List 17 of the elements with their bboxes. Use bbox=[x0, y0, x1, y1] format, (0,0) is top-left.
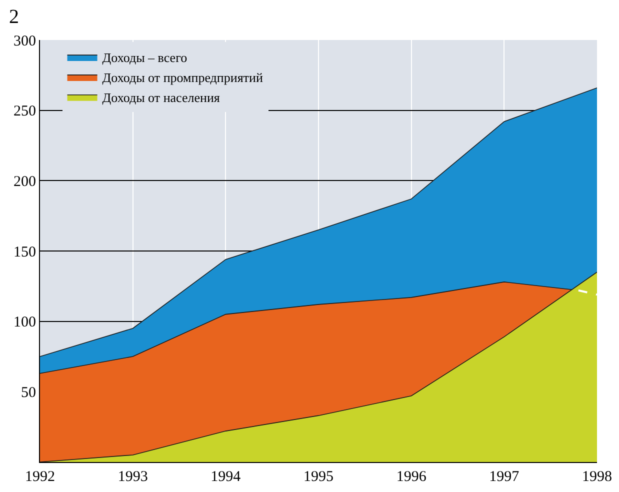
y-tick-label: 250 bbox=[14, 104, 36, 120]
legend-label: Доходы от промпредприятий bbox=[102, 70, 263, 86]
x-tick-label: 1994 bbox=[210, 469, 242, 485]
x-tick-label: 1995 bbox=[304, 469, 334, 485]
legend-label: Доходы от населения bbox=[102, 90, 220, 105]
legend-label: Доходы – всего bbox=[102, 50, 188, 66]
y-tick-label: 200 bbox=[14, 174, 36, 190]
text: 2 bbox=[9, 6, 19, 28]
y-tick-label: 100 bbox=[14, 314, 36, 331]
y-tick-label: 300 bbox=[14, 33, 36, 50]
x-tick-label: 1996 bbox=[396, 469, 427, 485]
x-tick-label: 1998 bbox=[582, 469, 612, 485]
y-tick-label: 50 bbox=[21, 384, 36, 401]
x-tick-label: 1997 bbox=[489, 469, 520, 485]
y-tick-label: 150 bbox=[14, 244, 36, 260]
x-tick-label: 1993 bbox=[118, 469, 148, 485]
x-tick-label: 1992 bbox=[25, 469, 55, 485]
